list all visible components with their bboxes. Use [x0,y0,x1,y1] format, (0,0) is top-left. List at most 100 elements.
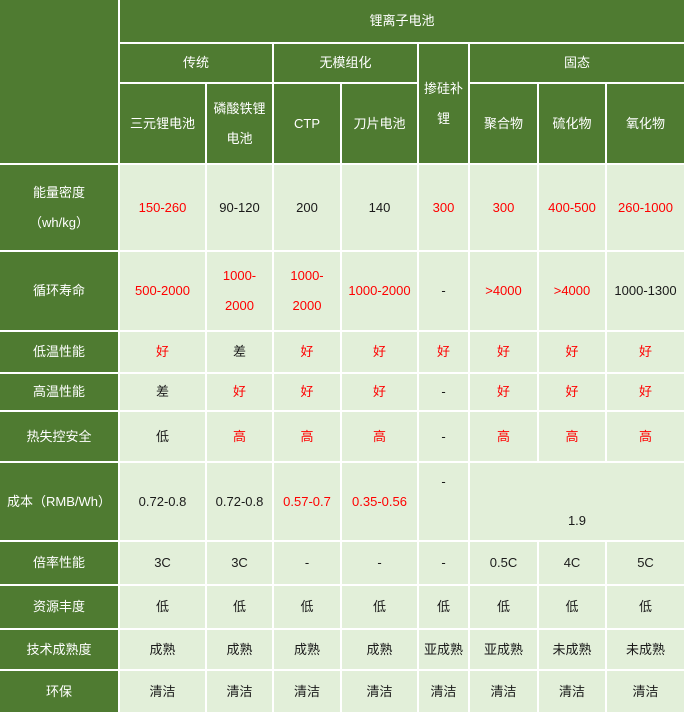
table-cell: 成熟 [274,630,340,669]
table-cell: 低 [607,586,684,628]
table-cell: 好 [539,332,605,372]
table-cell: 好 [342,374,417,410]
table-cell: 3C [207,542,272,584]
table-cell: 低 [470,586,537,628]
table-cell: 成熟 [120,630,205,669]
table-cell: 90-120 [207,165,272,250]
table-cell: 好 [539,374,605,410]
table-cell: 好 [207,374,272,410]
table-cell: 好 [120,332,205,372]
table-cell: 清洁 [419,671,468,712]
table-cell: 低 [419,586,468,628]
col-header-blade: 刀片电池 [342,84,417,163]
table-cell: 0.5C [470,542,537,584]
col-header-polymer: 聚合物 [470,84,537,163]
table-cell: 300 [470,165,537,250]
table-cell: 200 [274,165,340,250]
table-cell: 好 [470,374,537,410]
row-label-environmental: 环保 [0,671,118,712]
table-cell: 0.72-0.8 [120,463,205,540]
table-cell: - [419,374,468,410]
table-cell: 好 [274,332,340,372]
table-cell: 1000-1300 [607,252,684,330]
table-cell: 清洁 [207,671,272,712]
table-cell: 好 [419,332,468,372]
col-header-sulfide: 硫化物 [539,84,605,163]
table-cell: - [342,542,417,584]
table-cell: 低 [120,586,205,628]
table-cell: 150-260 [120,165,205,250]
table-cell: - [419,463,468,540]
row-label-energy-density: 能量密度 （wh/kg） [0,165,118,250]
table-cell: 低 [539,586,605,628]
row-label-cycle-life: 循环寿命 [0,252,118,330]
table-cell: 高 [274,412,340,461]
table-cell: 好 [607,332,684,372]
table-cell: 清洁 [274,671,340,712]
table-cell: 260-1000 [607,165,684,250]
table-cell: 未成熟 [539,630,605,669]
table-cell: 1000- 2000 [274,252,340,330]
table-cell: - [419,412,468,461]
table-cell: 好 [274,374,340,410]
table-cell: 0.57-0.7 [274,463,340,540]
table-cell: 清洁 [120,671,205,712]
table-cell: 成熟 [207,630,272,669]
table-cell: 清洁 [607,671,684,712]
table-cell: 低 [207,586,272,628]
table-cell: 好 [607,374,684,410]
table-cell: 亚成熟 [470,630,537,669]
col-header-ctp: CTP [274,84,340,163]
table-cell: 300 [419,165,468,250]
table-cell: 差 [120,374,205,410]
group-header-si-doped-li: 掺硅补 锂 [419,44,468,163]
table-cell: 成熟 [342,630,417,669]
group-header-module-free: 无模组化 [274,44,417,82]
table-cell: 低 [120,412,205,461]
table-cell: 3C [120,542,205,584]
table-cell: 1000- 2000 [207,252,272,330]
table-title: 锂离子电池 [120,0,684,42]
row-label-rate-performance: 倍率性能 [0,542,118,584]
table-cell: 140 [342,165,417,250]
table-cell: 高 [470,412,537,461]
table-cell: 1000-2000 [342,252,417,330]
table-cell: 低 [274,586,340,628]
table-cell: 好 [342,332,417,372]
table-cell: 差 [207,332,272,372]
table-cell: 高 [607,412,684,461]
table-cell-merged-solid-state-cost: 1.9 [470,463,684,540]
table-cell: 4C [539,542,605,584]
row-label-cost: 成本（RMB/Wh） [0,463,118,540]
group-header-solid-state: 固态 [470,44,684,82]
table-cell: 清洁 [539,671,605,712]
corner-cell [0,0,118,163]
col-header-lfp: 磷酸铁锂 电池 [207,84,272,163]
row-label-low-temp: 低温性能 [0,332,118,372]
table-cell: 未成熟 [607,630,684,669]
table-cell: - [419,252,468,330]
table-cell: >4000 [470,252,537,330]
table-cell: 低 [342,586,417,628]
col-header-ternary: 三元锂电池 [120,84,205,163]
col-header-oxide: 氧化物 [607,84,684,163]
table-cell: 500-2000 [120,252,205,330]
table-cell: 清洁 [342,671,417,712]
row-label-resource-abundance: 资源丰度 [0,586,118,628]
table-cell: 400-500 [539,165,605,250]
table-cell: 高 [342,412,417,461]
table-cell: 清洁 [470,671,537,712]
table-cell: 好 [470,332,537,372]
group-header-traditional: 传统 [120,44,272,82]
table-cell: 高 [539,412,605,461]
table-cell: 高 [207,412,272,461]
table-cell: 0.35-0.56 [342,463,417,540]
row-label-thermal-safety: 热失控安全 [0,412,118,461]
row-label-high-temp: 高温性能 [0,374,118,410]
table-cell: - [419,542,468,584]
table-cell: 0.72-0.8 [207,463,272,540]
table-cell: 5C [607,542,684,584]
table-cell: - [274,542,340,584]
table-cell: >4000 [539,252,605,330]
